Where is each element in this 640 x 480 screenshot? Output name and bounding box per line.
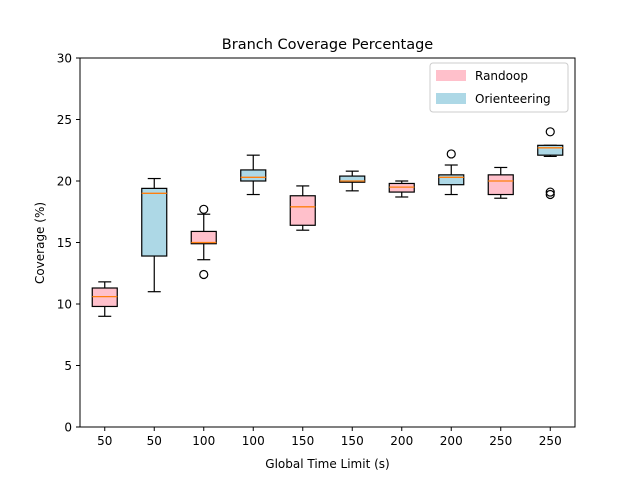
y-tick-label: 20 <box>57 175 72 189</box>
box-1 <box>91 281 118 317</box>
x-axis-label: Global Time Limit (s) <box>265 457 389 471</box>
outlier-point <box>199 269 209 280</box>
x-tick-label: 50 <box>97 434 112 448</box>
plot-area: 0 5 10 15 20 25 30 50 50 100 100 150 150 200 200 250 250 <box>57 52 576 448</box>
outlier-point <box>446 149 456 159</box>
y-tick-label: 25 <box>57 113 72 127</box>
box-body <box>487 174 514 196</box>
x-tick-label: 250 <box>489 434 512 448</box>
y-tick-label: 10 <box>57 298 72 312</box>
outlier-point <box>199 204 209 214</box>
x-tick-label: 200 <box>390 434 413 448</box>
box-6 <box>339 170 366 192</box>
legend-swatch <box>436 70 466 81</box>
outlier-point <box>545 189 555 200</box>
x-tick-label: 100 <box>242 434 265 448</box>
box-body <box>339 175 366 183</box>
box-body <box>240 169 267 182</box>
legend-swatch <box>436 93 466 104</box>
legend: Randoop Orienteering <box>429 62 569 113</box>
outlier-point <box>545 127 555 137</box>
box-4 <box>240 154 267 196</box>
box-10 <box>537 127 564 200</box>
box-body <box>141 187 168 257</box>
box-7 <box>388 180 415 198</box>
box-body <box>537 144 564 156</box>
box-3 <box>190 204 217 280</box>
box-body <box>438 174 465 186</box>
y-axis-label: Coverage (%) <box>33 202 47 284</box>
x-tick-label: 150 <box>291 434 314 448</box>
outlier-point <box>545 187 555 197</box>
y-tick-label: 5 <box>64 359 72 373</box>
box-8 <box>438 149 465 196</box>
box-body <box>289 195 316 226</box>
y-tick-label: 15 <box>57 236 72 250</box>
legend-label: Orienteering <box>475 92 551 106</box>
x-tick-label: 50 <box>147 434 162 448</box>
x-tick-label: 100 <box>192 434 215 448</box>
chart-title: Branch Coverage Percentage <box>222 37 433 53</box>
y-tick-label: 30 <box>57 52 72 66</box>
box-5 <box>289 185 316 231</box>
box-body <box>190 230 217 245</box>
box-2 <box>141 177 168 293</box>
y-tick-label: 0 <box>64 421 72 435</box>
x-tick-label: 250 <box>539 434 562 448</box>
x-tick-label: 200 <box>440 434 463 448</box>
box-9 <box>487 166 514 199</box>
x-tick-label: 150 <box>341 434 364 448</box>
legend-label: Randoop <box>475 69 528 83</box>
